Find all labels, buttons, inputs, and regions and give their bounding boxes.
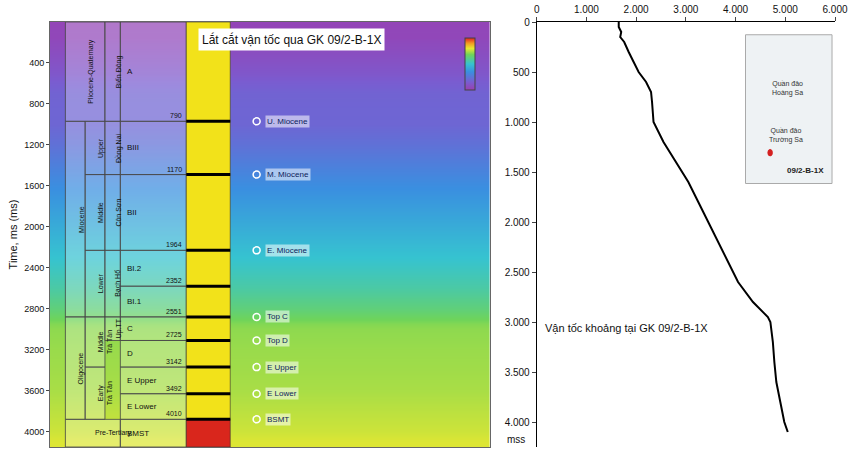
svg-text:Quần đảoTrường Sa: Quần đảoTrường Sa [769,126,803,144]
svg-text:0: 0 [534,4,540,15]
svg-text:790: 790 [170,112,182,119]
svg-text:Up.TT: Up.TT [115,318,123,338]
svg-text:Pliocene-Quaternary: Pliocene-Quaternary [87,39,95,104]
svg-text:Miocene: Miocene [78,206,85,233]
svg-text:4.000: 4.000 [723,4,748,15]
svg-text:Biển Đông: Biển Đông [115,56,123,89]
svg-text:E Lower: E Lower [127,402,157,411]
svg-text:3.000: 3.000 [673,4,698,15]
svg-text:2725: 2725 [166,331,182,338]
svg-text:Oligocene: Oligocene [77,353,85,385]
svg-text:1964: 1964 [166,241,182,248]
svg-text:A: A [127,67,133,76]
svg-text:1600: 1600 [24,181,44,191]
svg-text:Time, ms (ms): Time, ms (ms) [7,200,19,270]
svg-text:D: D [127,349,133,358]
svg-text:Đồng Nai: Đồng Nai [114,133,123,163]
svg-text:BI.2: BI.2 [127,264,142,273]
svg-text:1170: 1170 [167,166,182,173]
svg-text:2551: 2551 [166,308,182,315]
svg-text:09/2-B-1X: 09/2-B-1X [787,166,824,175]
svg-text:Lắt cắt vận tốc qua GK 09/2-B-: Lắt cắt vận tốc qua GK 09/2-B-1X [202,32,381,47]
svg-text:500: 500 [513,67,530,78]
svg-text:EarlyTrà Tân: EarlyTrà Tân [97,381,113,405]
svg-text:MiddleTrà Tân: MiddleTrà Tân [97,330,113,354]
svg-text:0: 0 [524,17,530,28]
svg-text:2.000: 2.000 [505,217,530,228]
svg-text:5.000: 5.000 [773,4,798,15]
svg-text:1.500: 1.500 [505,167,530,178]
svg-text:Pre-Tertiary: Pre-Tertiary [95,429,132,437]
svg-text:2400: 2400 [24,263,44,273]
svg-text:M. Miocene: M. Miocene [267,170,309,179]
svg-text:2.500: 2.500 [505,267,530,278]
svg-text:3.000: 3.000 [505,317,530,328]
svg-text:1200: 1200 [24,140,44,150]
svg-text:2.000: 2.000 [624,4,649,15]
svg-text:E. Miocene: E. Miocene [267,246,308,255]
svg-text:Côn Sơn: Côn Sơn [115,199,122,227]
svg-text:4.000: 4.000 [505,417,530,428]
svg-text:BIII: BIII [127,143,139,152]
svg-text:4000: 4000 [24,427,44,437]
svg-text:Upper: Upper [97,138,105,158]
svg-text:mss: mss [507,434,525,445]
svg-text:6.000: 6.000 [822,4,847,15]
svg-text:3600: 3600 [24,386,44,396]
svg-text:Quần đảoHoàng Sa: Quần đảoHoàng Sa [772,79,803,97]
svg-text:Lower: Lower [97,273,104,293]
svg-text:2800: 2800 [24,304,44,314]
svg-text:4010: 4010 [166,410,182,417]
svg-text:Top C: Top C [267,312,288,321]
svg-text:Vận tốc khoảng tại GK 09/2-B-1: Vận tốc khoảng tại GK 09/2-B-1X [545,322,708,334]
svg-text:3142: 3142 [166,358,182,365]
svg-text:Top D: Top D [267,336,288,345]
svg-text:1.000: 1.000 [574,4,599,15]
svg-text:BSMT: BSMT [267,415,289,424]
svg-text:3200: 3200 [24,345,44,355]
svg-text:2352: 2352 [166,277,182,284]
svg-text:E Lower: E Lower [267,389,297,398]
svg-text:3.500: 3.500 [505,367,530,378]
svg-text:BII: BII [127,208,137,217]
svg-text:800: 800 [29,99,44,109]
svg-text:400: 400 [29,58,44,68]
svg-text:Middle: Middle [97,202,104,223]
svg-text:E Upper: E Upper [127,376,157,385]
svg-text:E Upper: E Upper [267,363,297,372]
svg-text:3492: 3492 [166,385,182,392]
svg-text:Bạch Hổ: Bạch Hổ [114,270,121,297]
svg-text:BMST: BMST [127,429,149,438]
svg-text:2000: 2000 [24,222,44,232]
svg-text:U. Miocene: U. Miocene [267,117,308,126]
svg-text:C: C [127,324,133,333]
svg-text:1.000: 1.000 [505,117,530,128]
svg-text:BI.1: BI.1 [127,297,142,306]
